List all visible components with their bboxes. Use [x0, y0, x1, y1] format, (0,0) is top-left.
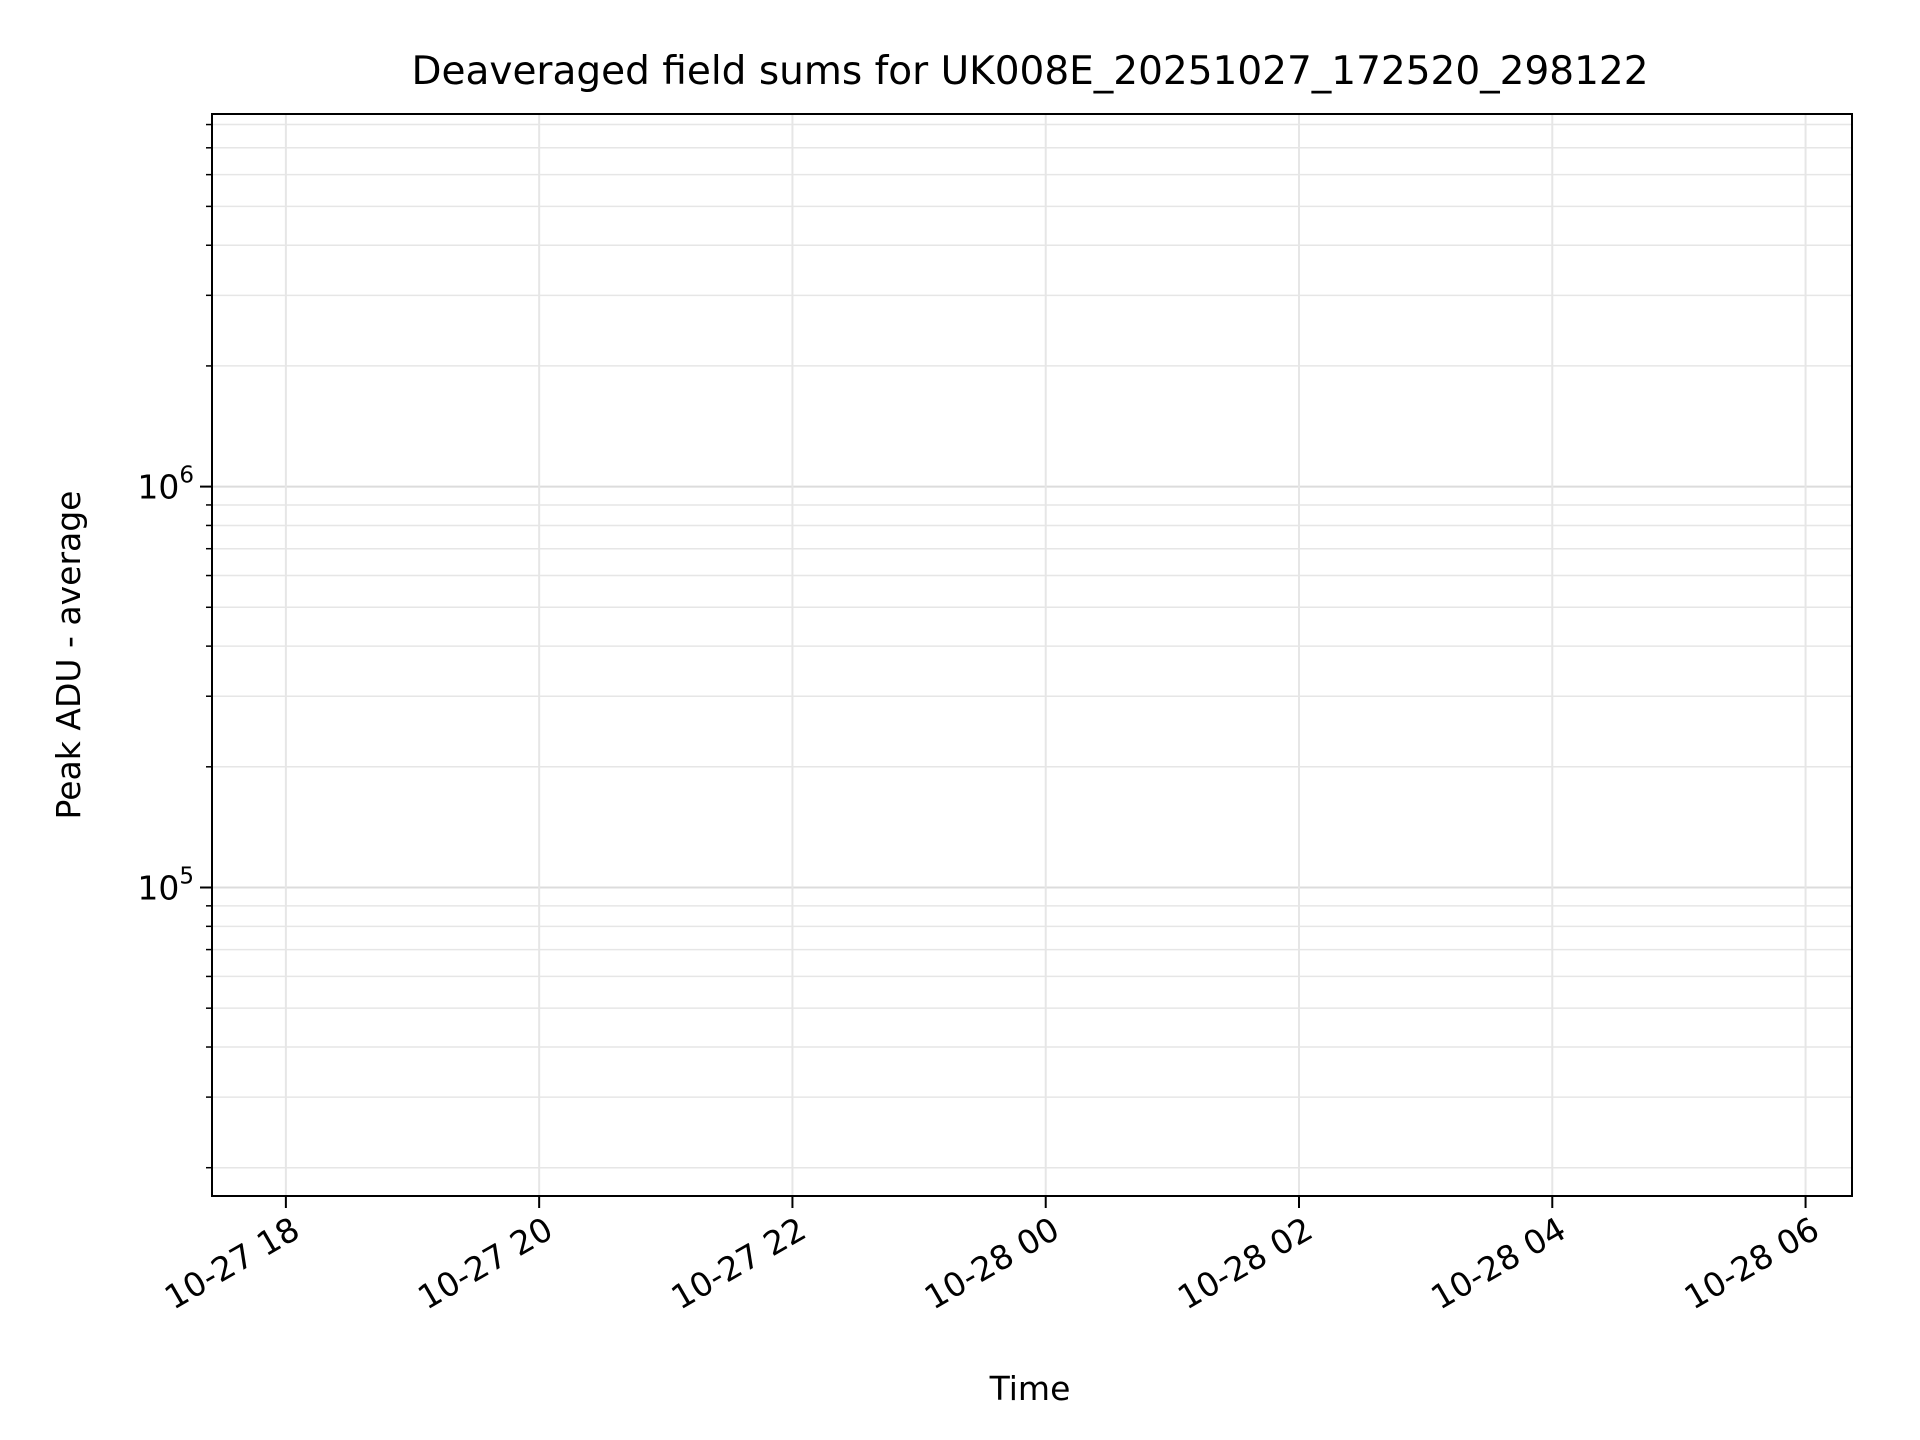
y-axis-label: Peak ADU - average [49, 491, 88, 820]
plot-area-frame [211, 113, 1853, 1197]
gridlines [212, 114, 1852, 1196]
y-axis: 105 106 [137, 123, 212, 1169]
y-tick-label: 106 [137, 463, 194, 507]
chart-title: Deaveraged field sums for UK008E_2025102… [411, 49, 1648, 94]
x-axis-label: Time [989, 1369, 1071, 1408]
y-tick-label: 105 [137, 863, 194, 907]
